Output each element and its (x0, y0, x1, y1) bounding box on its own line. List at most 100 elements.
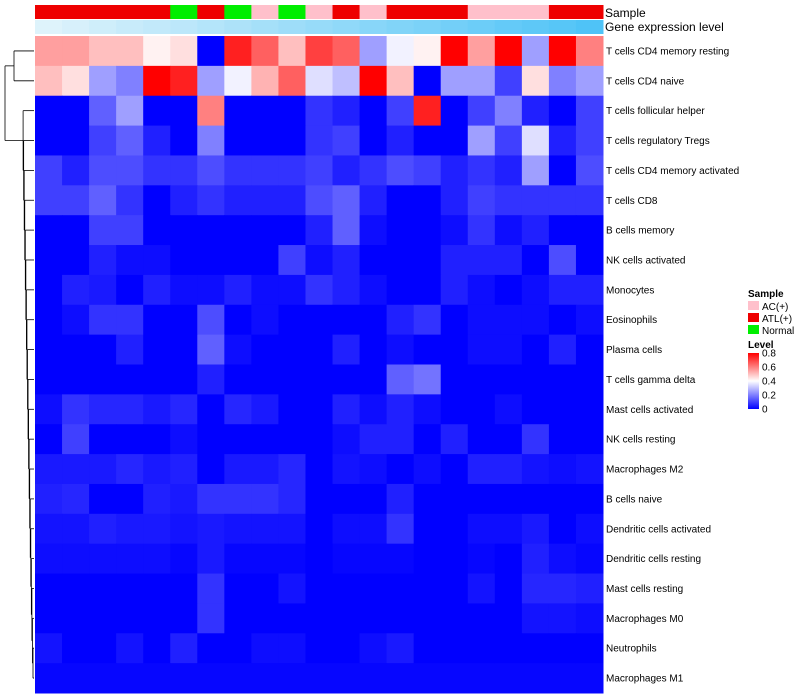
heatmap-cell (413, 245, 442, 276)
heatmap-cell (251, 394, 279, 425)
heatmap-cell (278, 364, 306, 395)
heatmap-cell (305, 424, 334, 455)
heatmap-cell (116, 424, 144, 455)
heatmap-cell (143, 394, 171, 425)
heatmap-cell (224, 364, 252, 395)
legend-level-tick: 0 (762, 405, 768, 416)
heatmap-cell (89, 125, 117, 156)
heatmap-cell (413, 364, 442, 395)
heatmap-cell (224, 424, 252, 455)
heatmap-cell (278, 155, 306, 186)
heatmap-cell (467, 65, 496, 97)
heatmap-cell (35, 215, 63, 246)
heatmap-cell (521, 394, 550, 425)
heatmap-cell (35, 454, 63, 485)
heatmap-cell (413, 663, 442, 694)
heatmap-cell (35, 65, 63, 97)
heatmap-cell (305, 95, 334, 127)
heatmap-cell (440, 543, 469, 575)
heatmap-cell (494, 36, 523, 67)
heatmap-cell (251, 603, 279, 634)
heatmap-cell (575, 364, 604, 395)
heatmap-cell (386, 633, 415, 664)
heatmap-cell (62, 215, 90, 246)
heatmap-cell (494, 125, 523, 156)
row-label: T cells regulatory Tregs (606, 136, 710, 147)
heatmap-cell (305, 334, 334, 365)
heatmap-cell (35, 573, 63, 604)
heatmap-cell (251, 125, 279, 156)
heatmap-cell (386, 125, 415, 156)
heatmap-cell (575, 543, 604, 575)
heatmap-cell (521, 65, 550, 97)
heatmap-cell (494, 364, 523, 395)
heatmap-cell (251, 155, 279, 186)
heatmap-cell (467, 483, 496, 515)
heatmap-cell (62, 543, 90, 575)
heatmap-cell (467, 155, 496, 186)
row-label: Mast cells activated (606, 405, 693, 416)
heatmap-cell (89, 245, 117, 276)
sample-track-cell (575, 5, 604, 19)
sample-track-cell (440, 5, 469, 19)
heatmap-cell (251, 573, 279, 604)
heatmap-cell (89, 603, 117, 634)
heatmap-cell (197, 543, 225, 575)
legend-level-tick: 0.4 (762, 377, 776, 388)
heatmap-cell (89, 483, 117, 515)
row-label: Eosinophils (606, 315, 657, 326)
heatmap-cell (89, 454, 117, 485)
heatmap-cell (251, 334, 279, 365)
heatmap-cell (35, 513, 63, 545)
heatmap-cell (197, 245, 225, 276)
heatmap-cell (440, 424, 469, 455)
heatmap-cell (35, 245, 63, 276)
heatmap-cell (197, 334, 225, 365)
heatmap-cell (359, 245, 388, 276)
legend-level-tick: 0.6 (762, 363, 776, 374)
heatmap-cell (494, 334, 523, 365)
expression-track-cell (224, 20, 252, 34)
heatmap-cell (116, 394, 144, 425)
heatmap-cell (278, 215, 306, 246)
heatmap-cell (386, 454, 415, 485)
heatmap-cell (35, 274, 63, 306)
expression-track-cell (359, 20, 388, 34)
heatmap-cell (359, 304, 388, 336)
heatmap-cell (278, 454, 306, 485)
heatmap-cell (440, 663, 469, 694)
heatmap-cell (467, 454, 496, 485)
heatmap-cell (170, 304, 198, 336)
heatmap-cell (305, 663, 334, 694)
heatmap-cell (305, 185, 334, 216)
expression-track-cell (116, 20, 144, 34)
heatmap-cell (224, 65, 252, 97)
heatmap-cell (251, 95, 279, 127)
heatmap-cell (548, 304, 577, 336)
heatmap-cell (494, 245, 523, 276)
heatmap-cell (548, 125, 577, 156)
legend-label-normal: Normal (762, 326, 794, 337)
heatmap-cell (170, 603, 198, 634)
heatmap-cell (197, 663, 225, 694)
row-label: Dendritic cells resting (606, 554, 701, 565)
legend-sample-title: Sample (748, 289, 784, 300)
legend-label-atl: ATL(+) (762, 314, 792, 325)
heatmap-cell (35, 663, 63, 694)
heatmap-cell (521, 513, 550, 545)
expression-track-cell (251, 20, 279, 34)
sample-track-cell (224, 5, 252, 19)
legend-level-colorbar (748, 353, 759, 409)
heatmap-cell (548, 663, 577, 694)
heatmap-cell (548, 245, 577, 276)
heatmap-cell (467, 304, 496, 336)
heatmap-cell (413, 334, 442, 365)
heatmap-cell (170, 543, 198, 575)
heatmap-cell (413, 513, 442, 545)
heatmap-cell (143, 633, 171, 664)
heatmap-cell (89, 513, 117, 545)
heatmap-cell (305, 274, 334, 306)
heatmap-cell (359, 36, 388, 67)
expression-track-cell (548, 20, 577, 34)
expression-track-cell (521, 20, 550, 34)
